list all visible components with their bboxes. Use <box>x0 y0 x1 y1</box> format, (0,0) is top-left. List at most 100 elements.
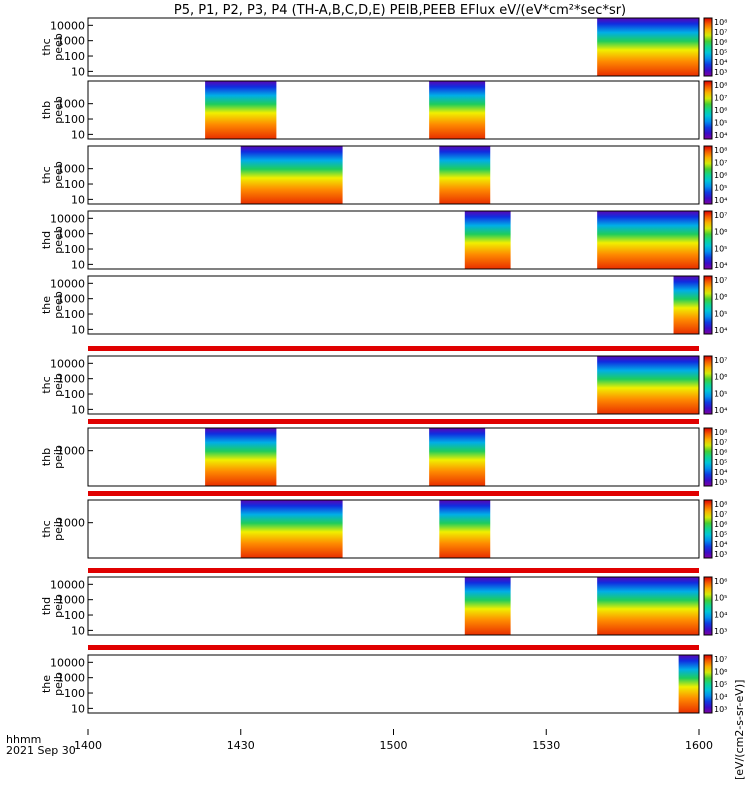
y-tick-label: 100 <box>64 308 85 321</box>
y-tick-label: 10 <box>71 702 85 715</box>
colorbar <box>703 576 713 636</box>
colorbar-tick-label: 10⁶ <box>714 520 727 529</box>
spectrogram-block <box>439 500 491 558</box>
colorbar-tick-label: 10⁸ <box>714 81 727 90</box>
spectrogram-block <box>205 428 277 486</box>
spectrogram-block <box>439 146 491 204</box>
colorbar-tick-label: 10⁵ <box>714 309 727 318</box>
y-tick-label: 1000 <box>57 517 85 530</box>
y-tick-label: 1000 <box>57 228 85 241</box>
colorbar-tick-label: 10⁴ <box>714 131 727 140</box>
status-bar <box>88 645 699 650</box>
colorbar-tick-label: 10⁴ <box>714 58 727 67</box>
colorbar-tick-label: 10⁶ <box>714 577 727 586</box>
panel-frame <box>87 355 700 415</box>
panel-frame <box>87 275 700 335</box>
panel-ylabel: thepeeb <box>40 291 65 319</box>
spectrogram-block <box>597 211 699 269</box>
y-tick-label: 10000 <box>50 357 85 370</box>
panel-thb-peeb-1: thbpeeb 10 100 1000 10⁴ 10⁵ 10⁶ 10⁷ 10⁸ <box>40 80 727 141</box>
panel-ylabel: thbpeeb <box>40 96 65 124</box>
panel-the-peeb-4: thepeeb 10 100 1000 10000 10⁴ 10⁵ 10⁶ 10⁷ <box>40 275 727 336</box>
colorbar-tick-label: 10⁵ <box>714 594 727 603</box>
y-tick-label: 10 <box>71 403 85 416</box>
spectrogram-block <box>464 211 511 269</box>
colorbar-tick-label: 10⁸ <box>714 428 727 437</box>
colorbar-tick-label: 10⁴ <box>714 693 727 702</box>
colorbar <box>703 427 713 487</box>
y-tick-label: 1000 <box>57 373 85 386</box>
colorbar-tick-label: 10⁵ <box>714 119 727 128</box>
panel-thc-peeb-2: thcpeeb 10 100 1000 10⁴ 10⁵ 10⁶ 10⁷ 10⁸ <box>40 145 727 206</box>
colorbar-tick-label: 10⁸ <box>714 146 727 155</box>
spectrogram-block <box>597 356 699 414</box>
colorbar-tick-label: 10⁷ <box>714 438 727 447</box>
colorbar-tick-label: 10³ <box>714 550 727 559</box>
colorbar-tick-label: 10⁵ <box>714 389 727 398</box>
colorbar <box>703 80 713 140</box>
colorbar-tick-label: 10⁶ <box>714 293 727 302</box>
x-tick-label: 1500 <box>380 739 408 752</box>
colorbar <box>703 275 713 335</box>
y-tick-label: 100 <box>64 243 85 256</box>
colorbar-tick-label: 10⁶ <box>714 228 727 237</box>
panel-frame <box>87 17 700 77</box>
x-axis-label: hhmm <box>6 733 41 746</box>
y-tick-label: 10 <box>71 193 85 206</box>
y-tick-label: 100 <box>64 388 85 401</box>
colorbar-tick-label: 10⁵ <box>714 530 727 539</box>
y-tick-label: 1000 <box>57 163 85 176</box>
colorbar-tick-label: 10⁵ <box>714 244 727 253</box>
colorbar-tick-label: 10⁷ <box>714 655 727 664</box>
colorbar-tick-label: 10⁷ <box>714 94 727 103</box>
status-bar <box>88 419 699 424</box>
colorbar-tick-label: 10⁴ <box>714 468 727 477</box>
panel-the-peib-9: thepeib 10 100 1000 10000 10³ 10⁴ 10⁵ 10⁶ 10⁷ <box>40 654 727 715</box>
panel-ylabel: thdpeib <box>40 594 65 618</box>
spectrogram-block <box>597 577 699 635</box>
panel-frame <box>87 654 700 714</box>
panel-frame <box>87 427 700 487</box>
colorbar-tick-label: 10⁴ <box>714 406 727 415</box>
x-tick-label: 1600 <box>685 739 713 752</box>
panel-ylabel: thcpeeb <box>40 161 65 189</box>
colorbar <box>703 355 713 415</box>
colorbar-tick-label: 10⁷ <box>714 28 727 37</box>
y-tick-label: 10000 <box>50 656 85 669</box>
y-tick-label: 10 <box>71 624 85 637</box>
colorbar-tick-label: 10⁶ <box>714 171 727 180</box>
y-tick-label: 100 <box>64 50 85 63</box>
colorbar-tick-label: 10⁶ <box>714 448 727 457</box>
y-tick-label: 1000 <box>57 35 85 48</box>
y-tick-label: 10 <box>71 323 85 336</box>
spectrogram-block <box>205 81 277 139</box>
x-tick-label: 1530 <box>532 739 560 752</box>
colorbar-tick-label: 10⁸ <box>714 500 727 509</box>
panel-ylabel: thcpeib <box>40 517 65 541</box>
colorbar-tick-label: 10⁴ <box>714 326 727 335</box>
panel-frame <box>87 145 700 205</box>
status-bar <box>88 346 699 351</box>
spectrogram-block <box>673 276 699 334</box>
y-tick-label: 100 <box>64 178 85 191</box>
colorbar <box>703 17 713 77</box>
panel-ylabel: thcpeeb <box>40 33 65 61</box>
panel-thc-peib-5: thcpeib 10 100 1000 10000 10⁴ 10⁵ 10⁶ 10⁷ <box>40 355 727 416</box>
colorbar-label: [eV/(cm2-s-sr-eV)] <box>733 680 746 780</box>
x-tick-label: 1430 <box>227 739 255 752</box>
x-tick-label: 1400 <box>74 739 102 752</box>
colorbar-tick-label: 10³ <box>714 68 727 77</box>
y-tick-label: 1000 <box>57 98 85 111</box>
colorbar-tick-label: 10⁶ <box>714 38 727 47</box>
y-tick-label: 1000 <box>57 594 85 607</box>
colorbar-tick-label: 10³ <box>714 478 727 487</box>
colorbar <box>703 145 713 205</box>
panel-frame <box>87 80 700 140</box>
panel-ylabel: thcpeib <box>40 373 65 397</box>
y-tick-label: 10000 <box>50 578 85 591</box>
panel-frame <box>87 499 700 559</box>
status-bar <box>88 568 699 573</box>
